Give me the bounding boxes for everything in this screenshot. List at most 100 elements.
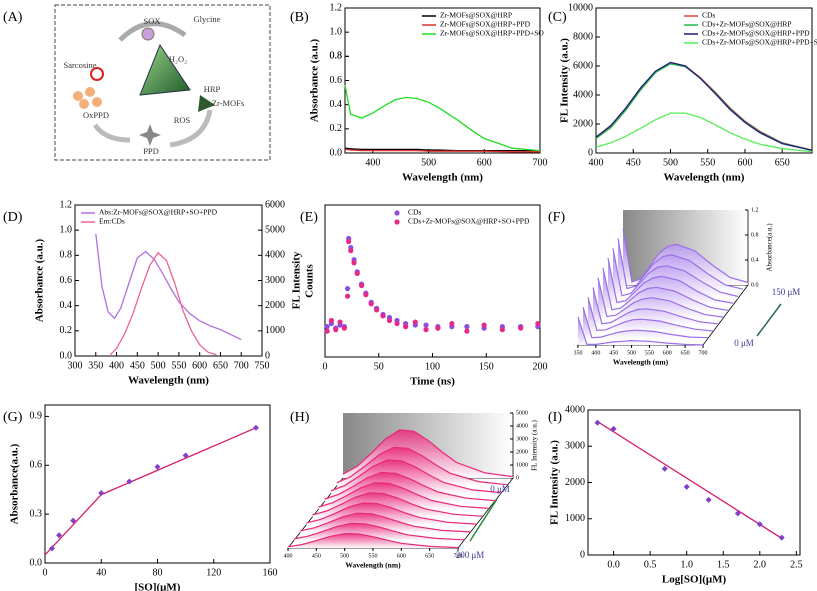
legend-label: Abs:Zr-MOFs@SOX@HRP+SO+PPD: [99, 208, 218, 217]
x-tick-label: 600: [192, 360, 207, 371]
x-tick-label: 600: [663, 350, 672, 356]
point: [56, 532, 63, 539]
panel-label: (A): [3, 10, 23, 25]
x-axis-label: Wavelength (nm): [613, 358, 669, 367]
y-tick-label: 0.4: [60, 300, 73, 311]
z-tick-label: 0: [516, 475, 519, 481]
curve: [336, 446, 507, 486]
z-axis-label: FL Intensity (a.u.): [531, 420, 539, 471]
y-tick-label: 0.0: [60, 350, 73, 361]
curve: [587, 297, 714, 332]
curve: [306, 502, 477, 525]
z-tick-label: 1000: [516, 462, 528, 468]
plot-frame: [44, 404, 271, 564]
point: [423, 327, 429, 333]
x-tick-label: 400: [109, 360, 124, 371]
z-tick-label: 1.2: [751, 207, 759, 213]
diagram-label: SOX: [143, 16, 160, 26]
x-tick-label: 500: [421, 157, 436, 168]
curve: [582, 306, 709, 339]
x-tick-label: 450: [312, 553, 321, 559]
curve-fill: [598, 277, 723, 319]
curve: [330, 459, 501, 494]
point: [778, 534, 785, 541]
point: [348, 248, 354, 254]
curve: [293, 522, 465, 541]
point: [386, 317, 393, 324]
sox-icon: [141, 27, 155, 41]
x-axis-label: Log[SO](μM): [662, 574, 727, 586]
x-tick-label: 500: [340, 553, 349, 559]
point: [610, 425, 617, 432]
point: [449, 320, 455, 327]
x-tick-label: 300: [68, 360, 83, 371]
z-tick-label: 0.8: [751, 232, 759, 238]
x-tick-label: 400: [591, 350, 600, 356]
arrow: [756, 303, 782, 337]
point: [435, 325, 441, 331]
series-line: [344, 148, 540, 153]
y2-tick-label: 5000: [265, 224, 285, 235]
cycle-arrow: [118, 21, 187, 42]
diagram-label: ROS: [174, 115, 191, 125]
x-tick-label: 650: [775, 157, 790, 168]
y-tick-label: 0.0: [30, 557, 43, 568]
x-tick-label: 700: [699, 350, 708, 356]
point: [324, 324, 330, 330]
point: [126, 478, 133, 485]
diagram-label: PPD: [143, 146, 159, 156]
panel-label: (B): [290, 10, 309, 25]
series-line: [344, 85, 541, 152]
x-tick-label: 550: [700, 157, 715, 168]
point: [49, 545, 56, 552]
series-line: [44, 427, 257, 556]
panel-label: (I): [548, 410, 562, 425]
point: [374, 307, 380, 313]
series-line: [595, 63, 813, 151]
y-axis-label: Absorbance (a.u.): [34, 238, 46, 322]
y2-tick-label: 6000: [265, 199, 285, 210]
diagram-label: Glycine: [194, 14, 221, 24]
x-tick-label: 0: [43, 567, 48, 578]
annotation: 150 μM: [772, 287, 801, 297]
y-tick-label: 1.2: [60, 199, 73, 210]
y2-tick-label: 1000: [265, 325, 285, 336]
diagram-label: OxPPD: [83, 110, 109, 120]
curve: [607, 257, 734, 304]
y-tick-label: 3000: [565, 441, 585, 452]
x-tick-label: 0.5: [644, 559, 657, 570]
curve-fill: [288, 533, 458, 548]
point: [346, 238, 352, 245]
y-tick-label: 0.8: [330, 51, 343, 62]
x-tick-label: 450: [609, 350, 618, 356]
z-tick-label: 3000: [516, 436, 528, 442]
series-line: [595, 61, 813, 152]
annotation: 0 μM: [490, 484, 510, 494]
point: [464, 328, 470, 334]
point: [341, 325, 347, 331]
z-tick-label: 0.0: [751, 282, 759, 288]
x-tick-label: 400: [365, 157, 380, 168]
z-tick-label: 4000: [516, 423, 528, 429]
x-axis-label: Wavelength (nm): [345, 561, 401, 570]
point: [368, 301, 374, 307]
x-tick-label: 50: [374, 361, 384, 372]
y-tick-label: 0.8: [60, 250, 73, 261]
x-tick-label: 500: [151, 360, 166, 371]
point: [328, 317, 335, 324]
x-axis-label: [SO](μM): [135, 582, 181, 591]
x-tick-label: 700: [234, 360, 249, 371]
diagram-label: H₂O₂: [169, 54, 187, 64]
y-tick-label: 8000: [573, 31, 593, 42]
panel-label: (G): [3, 410, 23, 425]
y-tick-label: 0: [580, 549, 585, 560]
diagram-label: HRP: [204, 84, 221, 94]
point: [324, 328, 330, 334]
curve-fill: [603, 267, 728, 312]
x-tick-label: 600: [477, 157, 492, 168]
x-axis-label: Wavelength (nm): [402, 172, 483, 184]
z-axis-label: Absorbance(a.u.): [766, 223, 774, 272]
x-tick-label: 160: [263, 567, 278, 578]
x-tick-label: 350: [88, 360, 103, 371]
y-tick-label: 2000: [573, 118, 593, 129]
